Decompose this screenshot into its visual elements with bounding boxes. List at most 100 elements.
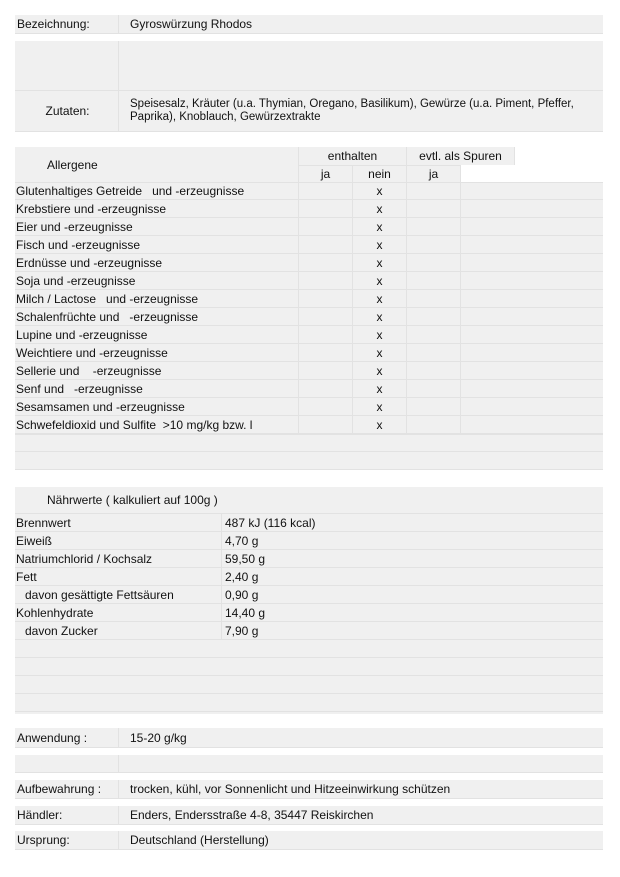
naehrwert-row: Kohlenhydrate 14,40 g: [15, 604, 603, 622]
spuren-ja-header: ja: [407, 165, 461, 182]
zutaten-section: Zutaten: Speisesalz, Kräuter (u.a. Thymi…: [15, 41, 603, 132]
naehrwert-row: Natriumchlorid / Kochsalz 59,50 g: [15, 550, 603, 568]
allergen-ja: [299, 290, 353, 307]
naehrwert-value: 487 kJ (116 kcal): [225, 515, 316, 530]
haendler-label: Händler:: [15, 806, 119, 824]
allergen-spuren: [407, 200, 461, 217]
allergen-spuren: [407, 326, 461, 343]
allergen-row: Glutenhaltiges Getreide und -erzeugnisse…: [15, 182, 603, 200]
allergen-ja: [299, 398, 353, 415]
allergen-name: Fisch und -erzeugnisse: [15, 236, 299, 253]
allergen-spuren: [407, 380, 461, 397]
allergen-nein: x: [353, 254, 407, 271]
allergen-nein: x: [353, 416, 407, 433]
allergen-row: Senf und -erzeugnisse x: [15, 380, 603, 398]
bezeichnung-label: Bezeichnung:: [15, 15, 119, 33]
allergen-spuren: [407, 398, 461, 415]
allergen-row: Sesamsamen und -erzeugnisse x: [15, 398, 603, 416]
allergen-spuren: [407, 344, 461, 361]
naehrwert-row: Fett 2,40 g: [15, 568, 603, 586]
allergen-name: Krebstiere und -erzeugnisse: [15, 200, 299, 217]
naehrwert-name: Brennwert: [15, 514, 222, 531]
naehrwert-row: davon Zucker 7,90 g: [15, 622, 603, 640]
zutaten-value: Speisesalz, Kräuter (u.a. Thymian, Orega…: [130, 98, 574, 123]
allergen-ja: [299, 200, 353, 217]
naehrwert-value: 7,90 g: [225, 623, 259, 638]
naehrwert-name: Natriumchlorid / Kochsalz: [15, 550, 222, 567]
haendler-value: Enders, Endersstraße 4-8, 35447 Reiskirc…: [130, 808, 374, 822]
allergen-name: Erdnüsse und -erzeugnisse: [15, 254, 299, 271]
allergen-spuren: [407, 272, 461, 289]
allergen-ja: [299, 218, 353, 235]
allergen-nein: x: [353, 380, 407, 397]
allergen-name: Senf und -erzeugnisse: [15, 380, 299, 397]
allergen-row: Krebstiere und -erzeugnisse x: [15, 200, 603, 218]
allergen-ja: [299, 416, 353, 433]
allergen-ja: [299, 236, 353, 253]
ja-header: ja: [299, 165, 353, 182]
bezeichnung-section: Bezeichnung: Gyroswürzung Rhodos: [15, 15, 603, 34]
allergen-ja: [299, 362, 353, 379]
naehrwert-value: 2,40 g: [225, 569, 259, 584]
naehrwert-row: davon gesättigte Fettsäuren 0,90 g: [15, 586, 603, 604]
allergen-row: Fisch und -erzeugnisse x: [15, 236, 603, 254]
naehrwert-name: Kohlenhydrate: [15, 604, 222, 621]
allergen-name: Sellerie und -erzeugnisse: [15, 362, 299, 379]
naehrwert-value: 4,70 g: [225, 533, 259, 548]
allergen-ja: [299, 308, 353, 325]
allergen-row: Schwefeldioxid und Sulfite >10 mg/kg bzw…: [15, 416, 603, 434]
naehrwert-name: davon gesättigte Fettsäuren: [15, 586, 222, 603]
allergen-nein: x: [353, 218, 407, 235]
allergen-row: Eier und -erzeugnisse x: [15, 218, 603, 236]
allergen-ja: [299, 272, 353, 289]
allergen-nein: x: [353, 183, 407, 199]
allergen-nein: x: [353, 344, 407, 361]
allergen-nein: x: [353, 308, 407, 325]
allergen-spuren: [407, 308, 461, 325]
enthalten-header: enthalten: [299, 147, 407, 165]
allergen-spuren: [407, 416, 461, 433]
zutaten-label: Zutaten:: [15, 91, 119, 131]
allergen-nein: x: [353, 326, 407, 343]
empty-row: [15, 755, 603, 773]
aufbewahrung-section: Aufbewahrung : trocken, kühl, vor Sonnenl…: [15, 780, 603, 799]
allergen-name: Milch / Lactose und -erzeugnisse: [15, 290, 299, 307]
anwendung-value: 15-20 g/kg: [130, 730, 187, 745]
allergen-spuren: [407, 183, 461, 199]
allergen-ja: [299, 326, 353, 343]
allergen-name: Weichtiere und -erzeugnisse: [15, 344, 299, 361]
allergene-table: Allergene enthalten evtl. als Spuren ja …: [15, 147, 603, 470]
allergene-header: Allergene: [15, 147, 299, 182]
allergen-ja: [299, 380, 353, 397]
allergen-row: Erdnüsse und -erzeugnisse x: [15, 254, 603, 272]
naehrwert-name: Eiweiß: [15, 532, 222, 549]
naehrwerte-header: Nährwerte ( kalkuliert auf 100g ): [15, 487, 603, 514]
allergen-nein: x: [353, 362, 407, 379]
allergen-name: Schwefeldioxid und Sulfite >10 mg/kg bzw…: [15, 416, 299, 433]
naehrwert-value: 59,50 g: [225, 551, 266, 566]
naehrwert-name: davon Zucker: [15, 622, 222, 639]
nein-header: nein: [353, 165, 407, 182]
naehrwert-row: Brennwert 487 kJ (116 kcal): [15, 514, 603, 532]
naehrwert-row: Eiweiß 4,70 g: [15, 532, 603, 550]
anwendung-label: Anwendung :: [15, 728, 119, 747]
naehrwert-value: 14,40 g: [225, 605, 266, 620]
allergen-nein: x: [353, 200, 407, 217]
allergen-spuren: [407, 218, 461, 235]
naehrwert-value: 0,90 g: [225, 587, 259, 602]
naehrwert-name: Fett: [15, 568, 222, 585]
naehrwerte-table: Nährwerte ( kalkuliert auf 100g ) Brennw…: [15, 487, 603, 714]
allergen-ja: [299, 183, 353, 199]
allergen-nein: x: [353, 290, 407, 307]
allergen-name: Eier und -erzeugnisse: [15, 218, 299, 235]
aufbewahrung-label: Aufbewahrung :: [15, 780, 119, 798]
ursprung-section: Ursprung: Deutschland (Herstellung): [15, 831, 603, 850]
allergen-row: Sellerie und -erzeugnisse x: [15, 362, 603, 380]
allergen-name: Glutenhaltiges Getreide und -erzeugnisse: [15, 183, 299, 199]
allergen-nein: x: [353, 272, 407, 289]
allergen-row: Milch / Lactose und -erzeugnisse x: [15, 290, 603, 308]
allergen-nein: x: [353, 398, 407, 415]
allergen-spuren: [407, 290, 461, 307]
allergen-spuren: [407, 362, 461, 379]
allergen-row: Lupine und -erzeugnisse x: [15, 326, 603, 344]
